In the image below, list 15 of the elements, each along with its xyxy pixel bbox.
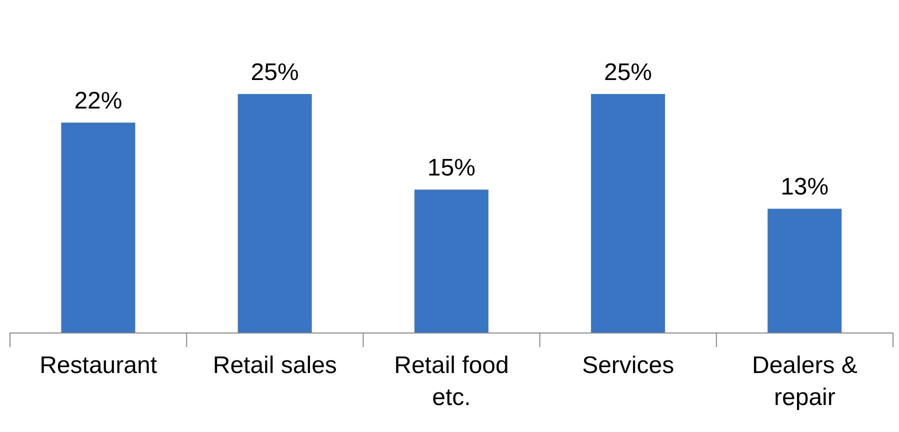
data-label: 15%: [427, 154, 476, 182]
bar: [768, 208, 842, 333]
data-label: 25%: [604, 59, 652, 86]
x-tick-label: Services: [582, 352, 674, 379]
bar: [238, 94, 312, 333]
data-label: 25%: [250, 59, 299, 86]
bar: [414, 190, 488, 333]
x-tick-label: Retail sales: [212, 352, 337, 379]
x-tick-label: Retail food etc.: [394, 352, 509, 411]
bar: [591, 94, 666, 333]
bar: [61, 122, 136, 333]
x-tick-label: Dealers & repair: [752, 352, 858, 411]
data-label: 13%: [780, 174, 829, 201]
x-tick-label: Restaurant: [40, 352, 158, 379]
data-label: 22%: [74, 88, 122, 115]
